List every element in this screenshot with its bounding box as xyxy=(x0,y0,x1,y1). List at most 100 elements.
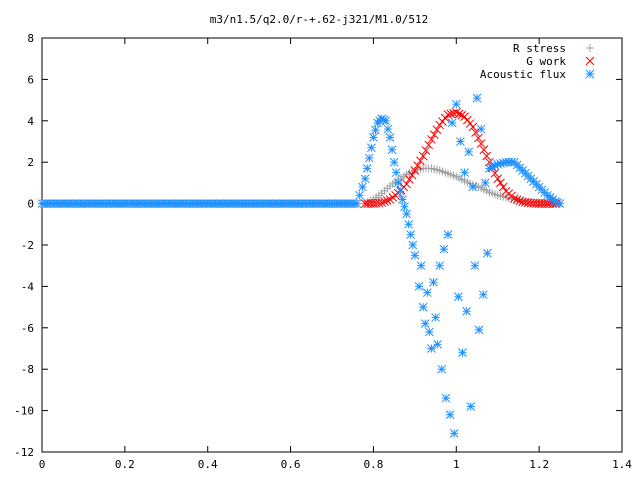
chart-title: m3/n1.5/q2.0/r-+.62-j321/M1.0/512 xyxy=(210,13,429,26)
data-point xyxy=(479,145,489,155)
y-tick-label: -4 xyxy=(21,280,35,293)
data-point xyxy=(454,109,464,119)
data-point xyxy=(389,157,399,167)
data-point xyxy=(445,410,455,420)
data-point xyxy=(468,182,478,192)
x-tick-label: 1.2 xyxy=(529,458,549,471)
data-point xyxy=(464,147,474,157)
legend-label: Acoustic flux xyxy=(480,68,566,81)
plot-frame xyxy=(41,37,623,453)
y-tick-label: -2 xyxy=(21,239,34,252)
data-point xyxy=(414,282,424,291)
data-point xyxy=(431,313,440,322)
data-point xyxy=(413,161,422,171)
y-tick-label: -12 xyxy=(14,446,34,459)
x-tick-label: 0.2 xyxy=(115,458,135,471)
data-point xyxy=(458,348,467,357)
legend-marker xyxy=(585,69,595,79)
x-tick-label: 1 xyxy=(453,458,460,471)
data-point xyxy=(364,153,374,163)
data-point xyxy=(369,133,378,142)
data-point xyxy=(472,93,482,103)
legend-marker xyxy=(586,44,594,52)
data-point xyxy=(404,175,414,184)
legend-marker xyxy=(585,56,595,66)
data-point xyxy=(553,198,563,207)
legend-label: G work xyxy=(526,55,566,68)
data-point xyxy=(385,133,395,142)
data-point xyxy=(474,133,483,143)
data-point xyxy=(398,195,407,204)
data-point xyxy=(429,130,439,139)
x-tick-label: 0.4 xyxy=(198,458,218,471)
data-point xyxy=(424,140,434,150)
data-point xyxy=(391,168,401,177)
y-tick-label: 0 xyxy=(27,198,34,211)
x-tick-label: 0.6 xyxy=(281,458,301,471)
data-point xyxy=(377,198,387,207)
data-point xyxy=(427,344,436,353)
data-point xyxy=(451,108,461,117)
x-tick-label: 0 xyxy=(39,458,46,471)
data-point xyxy=(416,261,426,271)
y-tick-label: -10 xyxy=(14,405,34,418)
data-point xyxy=(555,199,565,208)
series-1 xyxy=(360,108,561,208)
data-point xyxy=(418,151,428,161)
series-layer xyxy=(37,93,565,438)
data-point xyxy=(509,194,519,203)
data-point xyxy=(387,145,397,155)
data-point xyxy=(471,128,480,137)
data-point xyxy=(400,202,409,212)
data-point xyxy=(515,196,525,206)
data-point xyxy=(482,151,492,161)
data-point xyxy=(382,196,392,205)
data-point xyxy=(498,182,508,192)
data-point xyxy=(437,364,447,374)
data-point xyxy=(470,261,480,271)
data-point xyxy=(422,288,432,297)
data-point xyxy=(466,402,476,411)
data-point xyxy=(439,244,449,254)
data-point xyxy=(416,156,425,166)
data-point xyxy=(396,186,405,196)
data-point xyxy=(435,261,445,271)
data-point xyxy=(410,166,420,175)
data-point xyxy=(449,429,459,438)
series-2 xyxy=(37,93,565,438)
data-point xyxy=(371,125,380,135)
data-point xyxy=(408,240,418,250)
data-point xyxy=(360,174,370,184)
data-point xyxy=(421,146,431,155)
data-point xyxy=(454,292,463,302)
data-point xyxy=(432,125,442,135)
data-point xyxy=(418,302,428,312)
data-point xyxy=(404,219,413,229)
data-point xyxy=(355,190,364,200)
y-tick-label: 2 xyxy=(27,156,34,169)
data-point xyxy=(358,182,367,192)
x-tick-label: 1.4 xyxy=(612,458,632,471)
data-point xyxy=(425,327,434,337)
data-point xyxy=(462,306,471,316)
data-point xyxy=(460,168,469,177)
y-tick-label: -6 xyxy=(21,322,34,335)
data-point xyxy=(352,199,362,208)
data-point xyxy=(496,178,505,188)
data-point xyxy=(402,179,411,189)
y-tick-label: -8 xyxy=(21,363,34,376)
data-point xyxy=(393,178,403,188)
data-point xyxy=(433,340,442,349)
data-point xyxy=(474,325,484,335)
data-point xyxy=(407,170,417,180)
data-point xyxy=(456,137,465,146)
data-point xyxy=(441,393,451,403)
data-point xyxy=(380,197,389,206)
ticks: 0 0.2 0.4 0.6 0.8 1 1.2 1.4 8 6 4 2 0 -2 -4 -6 -8 -10 -12 xyxy=(14,32,632,471)
data-point xyxy=(551,197,561,206)
data-point xyxy=(468,122,478,132)
data-point xyxy=(383,124,393,134)
data-point xyxy=(374,198,384,208)
